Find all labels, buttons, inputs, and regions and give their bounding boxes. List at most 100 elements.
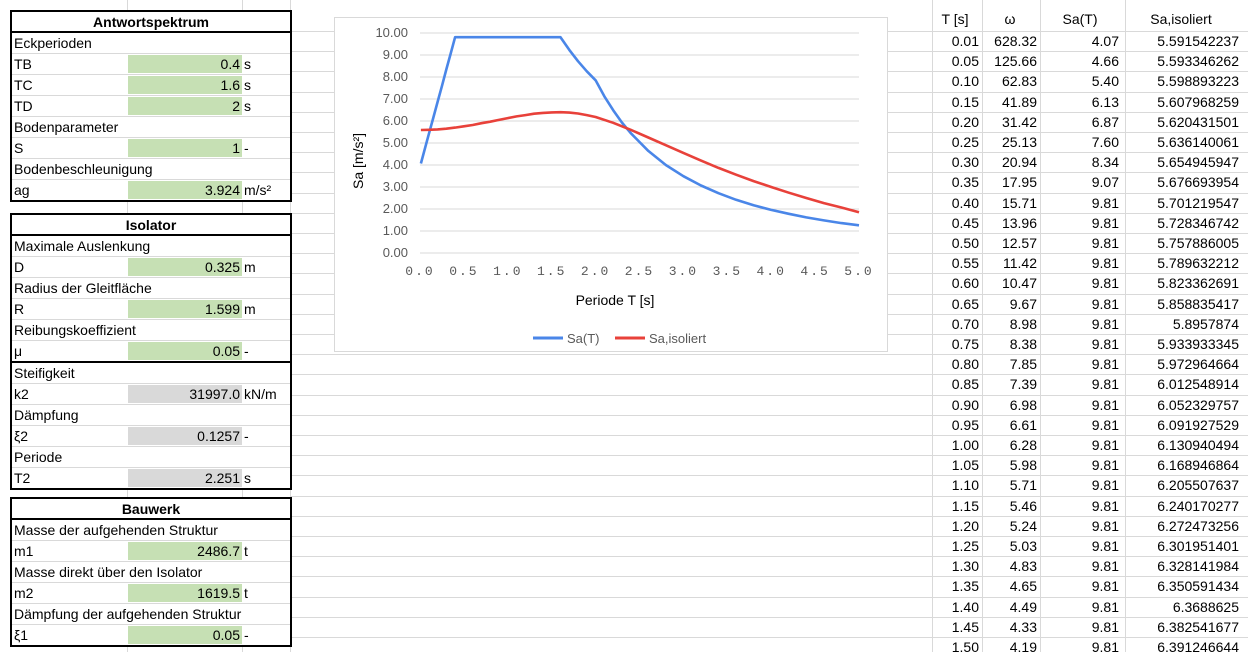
table-cell[interactable]: 13.96 [1001, 215, 1037, 231]
table-cell[interactable]: 0.80 [951, 356, 979, 372]
table-cell[interactable]: 5.24 [1009, 518, 1037, 534]
table-cell[interactable]: 9.81 [1091, 336, 1119, 352]
table-cell[interactable]: 6.012548914 [1157, 376, 1239, 392]
table-cell[interactable]: 5.701219547 [1157, 195, 1239, 211]
table-cell[interactable]: 5.676693954 [1157, 174, 1239, 190]
param-value-cell[interactable]: 2486.7 [128, 542, 242, 560]
table-cell[interactable]: 9.81 [1091, 437, 1119, 453]
table-cell[interactable]: 1.35 [951, 578, 979, 594]
table-cell[interactable]: 9.81 [1091, 639, 1119, 655]
table-cell[interactable]: 0.70 [951, 316, 979, 332]
table-cell[interactable]: 62.83 [1001, 73, 1037, 89]
table-cell[interactable]: 5.620431501 [1157, 114, 1239, 130]
table-cell[interactable]: 9.81 [1091, 316, 1119, 332]
table-cell[interactable]: 9.81 [1091, 195, 1119, 211]
table-cell[interactable]: 6.168946864 [1157, 457, 1239, 473]
table-cell[interactable]: 9.81 [1091, 397, 1119, 413]
table-cell[interactable]: 6.61 [1009, 417, 1037, 433]
table-cell[interactable]: 1.00 [951, 437, 979, 453]
param-value-cell[interactable]: 2 [128, 97, 242, 115]
table-cell[interactable]: 6.391246644 [1157, 639, 1239, 655]
table-cell[interactable]: 0.40 [951, 195, 979, 211]
table-cell[interactable]: 31.42 [1001, 114, 1037, 130]
table-cell[interactable]: 6.28 [1009, 437, 1037, 453]
table-cell[interactable]: 15.71 [1001, 195, 1037, 211]
table-cell[interactable]: 5.98 [1009, 457, 1037, 473]
table-cell[interactable]: 1.20 [951, 518, 979, 534]
table-cell[interactable]: 1.25 [951, 538, 979, 554]
table-cell[interactable]: 9.81 [1091, 518, 1119, 534]
table-cell[interactable]: 6.87 [1091, 114, 1119, 130]
param-value-cell[interactable]: 0.325 [128, 258, 242, 276]
table-cell[interactable]: 6.240170277 [1157, 498, 1239, 514]
table-cell[interactable]: 5.933933345 [1157, 336, 1239, 352]
table-cell[interactable]: 0.10 [951, 73, 979, 89]
table-cell[interactable]: 5.03 [1009, 538, 1037, 554]
table-cell[interactable]: 4.65 [1009, 578, 1037, 594]
table-cell[interactable]: 4.83 [1009, 558, 1037, 574]
table-cell[interactable]: 0.25 [951, 134, 979, 150]
table-cell[interactable]: 9.81 [1091, 296, 1119, 312]
table-cell[interactable]: 0.50 [951, 235, 979, 251]
table-cell[interactable]: 9.81 [1091, 235, 1119, 251]
table-cell[interactable]: 0.01 [951, 33, 979, 49]
table-cell[interactable]: 5.46 [1009, 498, 1037, 514]
table-cell[interactable]: 4.66 [1091, 53, 1119, 69]
table-cell[interactable]: 9.81 [1091, 376, 1119, 392]
table-cell[interactable]: 5.8957874 [1172, 316, 1239, 332]
table-cell[interactable]: 9.81 [1091, 255, 1119, 271]
table-cell[interactable]: 5.593346262 [1157, 53, 1239, 69]
param-value-cell[interactable]: 1 [128, 139, 242, 157]
table-cell[interactable]: 11.42 [1003, 255, 1037, 271]
table-cell[interactable]: 9.81 [1091, 538, 1119, 554]
table-cell[interactable]: 1.10 [951, 477, 979, 493]
table-cell[interactable]: 9.81 [1091, 498, 1119, 514]
table-cell[interactable]: 0.20 [951, 114, 979, 130]
table-cell[interactable]: 5.823362691 [1157, 275, 1239, 291]
table-cell[interactable]: 6.091927529 [1157, 417, 1239, 433]
table-cell[interactable]: 6.328141984 [1157, 558, 1239, 574]
table-cell[interactable]: 6.130940494 [1157, 437, 1239, 453]
table-cell[interactable]: 4.07 [1091, 33, 1119, 49]
table-cell[interactable]: 9.81 [1091, 578, 1119, 594]
table-cell[interactable]: 1.50 [951, 639, 979, 655]
table-cell[interactable]: 5.607968259 [1157, 94, 1239, 110]
table-cell[interactable]: 9.07 [1091, 174, 1119, 190]
table-cell[interactable]: 6.382541677 [1157, 619, 1239, 635]
table-cell[interactable]: 0.35 [951, 174, 979, 190]
table-cell[interactable]: 5.858835417 [1157, 296, 1239, 312]
table-cell[interactable]: 5.972964664 [1157, 356, 1239, 372]
table-cell[interactable]: 8.38 [1009, 336, 1037, 352]
table-cell[interactable]: 0.15 [951, 94, 979, 110]
table-cell[interactable]: 628.32 [994, 33, 1037, 49]
table-cell[interactable]: 6.272473256 [1157, 518, 1239, 534]
table-cell[interactable]: 1.45 [951, 619, 979, 635]
table-cell[interactable]: 5.40 [1091, 73, 1119, 89]
table-cell[interactable]: 10.47 [1001, 275, 1037, 291]
table-cell[interactable]: 9.81 [1091, 275, 1119, 291]
param-value-cell[interactable]: 2.251 [128, 469, 242, 487]
table-cell[interactable]: 125.66 [994, 53, 1037, 69]
table-cell[interactable]: 6.13 [1091, 94, 1119, 110]
table-cell[interactable]: 5.654945947 [1157, 154, 1239, 170]
spectrum-chart[interactable]: 0.00 1.00 2.00 3.00 4.00 5.00 6.00 7.00 8.00 9.00… [334, 17, 888, 352]
table-cell[interactable]: 0.60 [951, 275, 979, 291]
table-cell[interactable]: 7.39 [1009, 376, 1037, 392]
table-cell[interactable]: 0.95 [951, 417, 979, 433]
table-cell[interactable]: 0.90 [951, 397, 979, 413]
table-cell[interactable]: 4.19 [1009, 639, 1037, 655]
table-cell[interactable]: 1.40 [951, 599, 979, 615]
table-cell[interactable]: 7.85 [1009, 356, 1037, 372]
table-cell[interactable]: 9.81 [1091, 457, 1119, 473]
series-line-sa-isoliert[interactable] [420, 110, 860, 214]
table-cell[interactable]: 0.75 [951, 336, 979, 352]
table-cell[interactable]: 9.81 [1091, 599, 1119, 615]
table-cell[interactable]: 0.30 [951, 154, 979, 170]
param-value-cell[interactable]: 1619.5 [128, 584, 242, 602]
param-value-cell[interactable]: 1.599 [128, 300, 242, 318]
table-cell[interactable]: 41.89 [1001, 94, 1037, 110]
table-cell[interactable]: 9.81 [1091, 477, 1119, 493]
param-value-cell[interactable]: 0.05 [128, 342, 242, 360]
table-cell[interactable]: 8.34 [1091, 154, 1119, 170]
table-cell[interactable]: 5.591542237 [1157, 33, 1239, 49]
